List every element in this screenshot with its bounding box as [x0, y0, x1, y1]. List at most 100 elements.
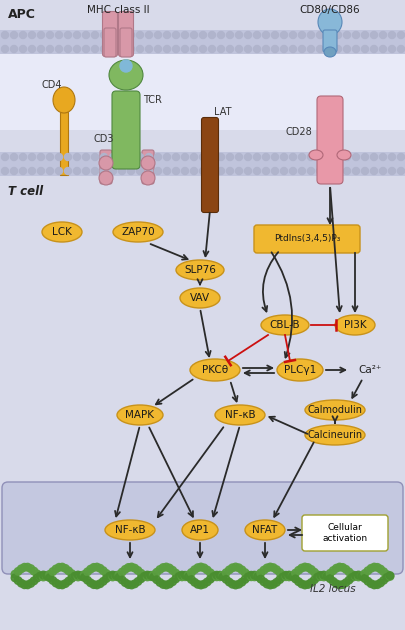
Circle shape: [362, 45, 369, 52]
Circle shape: [352, 573, 359, 580]
Circle shape: [128, 32, 134, 38]
Circle shape: [173, 32, 179, 38]
Circle shape: [145, 32, 153, 38]
Circle shape: [273, 578, 280, 586]
Circle shape: [156, 579, 164, 587]
Circle shape: [298, 564, 305, 572]
Circle shape: [281, 168, 288, 175]
Circle shape: [153, 576, 161, 583]
Circle shape: [40, 573, 47, 581]
Circle shape: [173, 154, 179, 161]
Circle shape: [55, 32, 62, 38]
Circle shape: [84, 576, 91, 584]
Circle shape: [109, 32, 117, 38]
Circle shape: [282, 573, 290, 580]
Text: NFAT: NFAT: [252, 525, 277, 535]
Circle shape: [172, 575, 179, 583]
Circle shape: [210, 573, 217, 580]
Circle shape: [210, 571, 217, 579]
Circle shape: [185, 571, 192, 579]
Ellipse shape: [261, 315, 309, 335]
Circle shape: [226, 566, 233, 574]
Circle shape: [109, 154, 117, 161]
Circle shape: [11, 574, 19, 581]
Circle shape: [339, 564, 347, 571]
Circle shape: [55, 581, 63, 588]
Text: NF-κB: NF-κB: [115, 525, 145, 535]
Circle shape: [229, 580, 236, 588]
Ellipse shape: [42, 222, 82, 242]
Circle shape: [257, 575, 264, 583]
Circle shape: [30, 577, 38, 585]
Text: CD4: CD4: [42, 80, 62, 90]
Circle shape: [154, 168, 162, 175]
Circle shape: [235, 154, 243, 161]
Circle shape: [238, 566, 246, 574]
Circle shape: [383, 574, 391, 581]
Circle shape: [316, 154, 324, 161]
Circle shape: [87, 579, 94, 587]
Circle shape: [194, 564, 202, 571]
Circle shape: [311, 568, 318, 576]
Circle shape: [316, 168, 324, 175]
Circle shape: [273, 566, 280, 573]
Circle shape: [397, 32, 405, 38]
Circle shape: [119, 32, 126, 38]
Circle shape: [262, 168, 269, 175]
Circle shape: [217, 168, 224, 175]
Text: PKCθ: PKCθ: [202, 365, 228, 375]
Circle shape: [21, 581, 28, 588]
Circle shape: [83, 32, 90, 38]
Circle shape: [348, 573, 356, 581]
Circle shape: [128, 581, 135, 589]
Circle shape: [169, 566, 176, 574]
Circle shape: [64, 45, 72, 52]
FancyBboxPatch shape: [104, 28, 116, 57]
Ellipse shape: [117, 405, 163, 425]
Circle shape: [388, 168, 396, 175]
Circle shape: [276, 576, 283, 583]
Circle shape: [371, 32, 377, 38]
Circle shape: [115, 571, 123, 578]
Circle shape: [326, 45, 333, 52]
Circle shape: [191, 578, 198, 586]
Circle shape: [49, 568, 57, 575]
Circle shape: [290, 168, 296, 175]
Circle shape: [271, 45, 279, 52]
Circle shape: [38, 154, 45, 161]
Circle shape: [251, 571, 258, 579]
Circle shape: [64, 168, 72, 175]
Circle shape: [333, 564, 340, 572]
Circle shape: [270, 580, 277, 588]
Circle shape: [262, 45, 269, 52]
Circle shape: [247, 571, 255, 579]
Circle shape: [92, 32, 98, 38]
Circle shape: [141, 572, 148, 580]
Circle shape: [28, 32, 36, 38]
Circle shape: [200, 564, 208, 571]
Circle shape: [298, 580, 305, 588]
Circle shape: [11, 154, 17, 161]
Circle shape: [222, 569, 230, 576]
Circle shape: [397, 45, 405, 52]
Circle shape: [173, 45, 179, 52]
Circle shape: [352, 32, 360, 38]
Circle shape: [106, 573, 113, 580]
Circle shape: [343, 154, 350, 161]
Circle shape: [343, 168, 350, 175]
Circle shape: [38, 32, 45, 38]
Circle shape: [164, 154, 171, 161]
Circle shape: [397, 168, 405, 175]
Circle shape: [87, 565, 94, 573]
Circle shape: [323, 573, 331, 580]
Circle shape: [154, 32, 162, 38]
Circle shape: [136, 168, 143, 175]
Circle shape: [292, 570, 299, 577]
Circle shape: [307, 45, 315, 52]
Circle shape: [136, 154, 143, 161]
Circle shape: [128, 563, 135, 571]
Circle shape: [352, 168, 360, 175]
Circle shape: [134, 566, 142, 575]
FancyBboxPatch shape: [142, 150, 154, 184]
Circle shape: [362, 168, 369, 175]
